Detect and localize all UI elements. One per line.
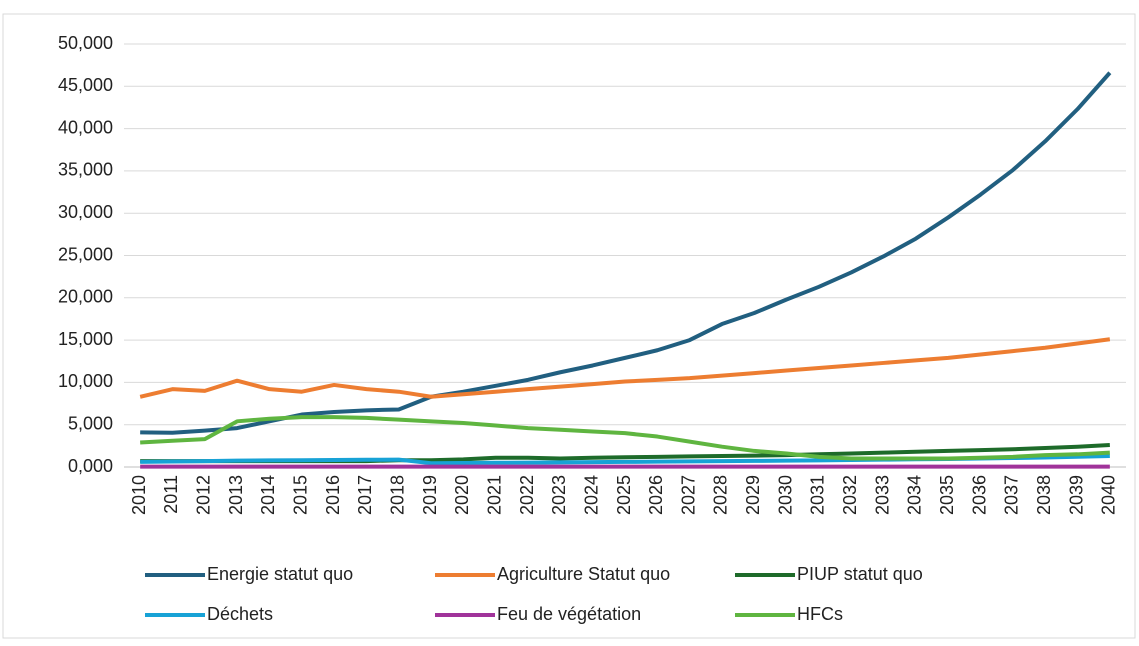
x-tick-label: 2029 — [743, 475, 763, 515]
y-tick-label: 10,000 — [58, 371, 113, 391]
x-tick-label: 2013 — [226, 475, 246, 515]
x-tick-label: 2015 — [291, 475, 311, 515]
y-tick-label: 35,000 — [58, 160, 113, 180]
legend-label: Déchets — [207, 604, 273, 624]
x-tick-label: 2031 — [808, 475, 828, 515]
x-tick-label: 2025 — [614, 475, 634, 515]
x-tick-label: 2022 — [517, 475, 537, 515]
x-tick-label: 2032 — [840, 475, 860, 515]
series-line — [139, 337, 1111, 399]
x-tick-label: 2037 — [1002, 475, 1022, 515]
y-tick-label: 25,000 — [58, 244, 113, 264]
x-tick-label: 2010 — [129, 475, 149, 515]
series-line — [140, 415, 1110, 461]
x-tick-label: 2034 — [905, 475, 925, 515]
legend-label: PIUP statut quo — [797, 564, 923, 584]
x-tick-label: 2023 — [549, 475, 569, 515]
legend-label: HFCs — [797, 604, 843, 624]
x-tick-label: 2028 — [711, 475, 731, 515]
x-tick-label: 2011 — [161, 475, 181, 514]
x-tick-label: 2019 — [420, 475, 440, 515]
y-tick-label: 0,000 — [68, 456, 113, 476]
x-tick-label: 2024 — [581, 475, 601, 515]
y-tick-label: 20,000 — [58, 287, 113, 307]
legend-label: Feu de végétation — [497, 604, 641, 624]
x-tick-label: 2016 — [323, 475, 343, 515]
x-tick-label: 2038 — [1034, 475, 1054, 515]
y-tick-label: 15,000 — [58, 329, 113, 349]
y-tick-label: 30,000 — [58, 202, 113, 222]
y-tick-label: 50,000 — [58, 33, 113, 53]
x-tick-label: 2033 — [872, 475, 892, 515]
legend-label: Energie statut quo — [207, 564, 353, 584]
x-tick-label: 2039 — [1066, 475, 1086, 515]
y-tick-label: 5,000 — [68, 413, 113, 433]
x-tick-label: 2018 — [387, 475, 407, 515]
x-tick-label: 2020 — [452, 475, 472, 515]
x-tick-label: 2021 — [484, 475, 504, 515]
x-tick-label: 2012 — [194, 475, 214, 515]
chart-frame — [2, 13, 1136, 639]
legend-label: Agriculture Statut quo — [497, 564, 670, 584]
x-tick-label: 2035 — [937, 475, 957, 515]
x-tick-label: 2036 — [969, 475, 989, 515]
series-line — [140, 71, 1112, 435]
x-tick-label: 2014 — [258, 475, 278, 515]
x-tick-label: 2040 — [1099, 475, 1119, 515]
y-tick-label: 40,000 — [58, 117, 113, 137]
x-tick-label: 2026 — [646, 475, 666, 515]
x-tick-label: 2030 — [775, 475, 795, 515]
x-tick-label: 2027 — [678, 475, 698, 515]
y-tick-label: 45,000 — [58, 75, 113, 95]
x-tick-label: 2017 — [355, 475, 375, 515]
